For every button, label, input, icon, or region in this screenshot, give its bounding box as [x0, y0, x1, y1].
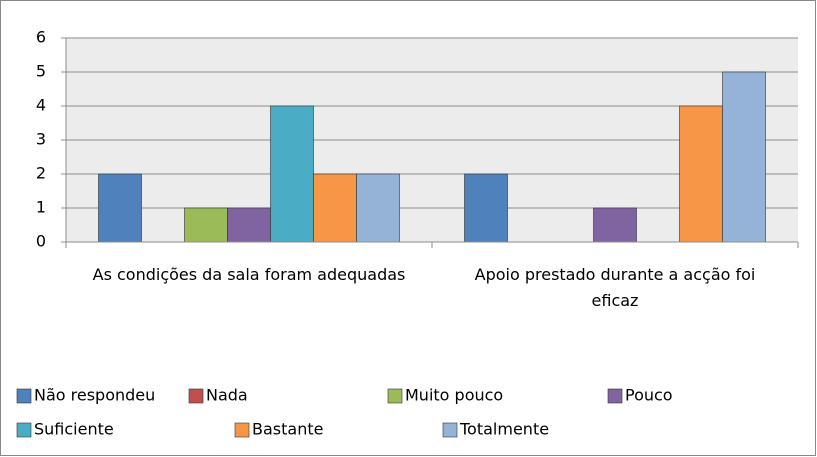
bar: [464, 173, 508, 243]
y-tick-label: 1: [36, 198, 46, 217]
bar: [313, 173, 357, 243]
bar: [184, 207, 228, 243]
x-tick-label: Apoio prestado durante a acção foi efica…: [474, 265, 756, 310]
legend-label: Nada: [206, 386, 248, 405]
legend-swatch: [16, 422, 32, 438]
y-tick-label: 3: [36, 130, 46, 149]
bar: [356, 173, 400, 243]
bar: [227, 207, 271, 243]
legend-label: Suficiente: [34, 420, 114, 439]
x-tick-label: As condições da sala foram adequadas: [92, 265, 406, 284]
legend-label: Não respondeu: [34, 386, 155, 405]
bar: [722, 71, 766, 243]
y-tick-label: 4: [36, 96, 46, 115]
y-tick-label: 6: [36, 28, 46, 47]
legend-swatch: [16, 388, 32, 404]
legend-swatch: [387, 388, 403, 404]
y-tick-label: 2: [36, 164, 46, 183]
legend-label: Pouco: [625, 386, 673, 405]
y-tick-label: 0: [36, 232, 46, 251]
y-tick-label: 5: [36, 62, 46, 81]
legend-label: Totalmente: [459, 420, 549, 439]
legend-swatch: [188, 388, 204, 404]
bar: [270, 105, 314, 243]
legend-swatch: [234, 422, 250, 438]
legend-label: Bastante: [252, 420, 323, 439]
legend-label: Muito pouco: [405, 386, 503, 405]
bar: [98, 173, 142, 243]
bar: [679, 105, 723, 243]
legend-swatch: [442, 422, 458, 438]
bar: [593, 207, 637, 243]
legend-swatch: [607, 388, 623, 404]
